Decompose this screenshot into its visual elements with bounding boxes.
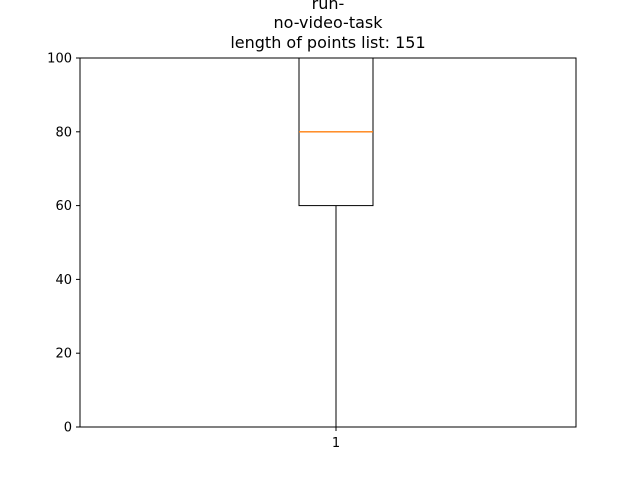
chart-title-line-3: length of points list: 151 [230,33,425,52]
y-tick-label: 20 [55,347,72,362]
y-tick-label: 0 [64,421,72,436]
y-tick-label: 100 [47,52,72,67]
y-axis: 0 20 40 60 80 100 [47,52,80,436]
x-axis: 1 [332,427,340,451]
y-tick-label: 40 [55,273,72,288]
x-tick-label: 1 [332,436,340,451]
chart-title-line-1: run- [312,0,345,13]
plot-frame [79,57,577,428]
y-tick-label: 80 [55,125,72,140]
y-tick-label: 60 [55,199,72,214]
plot-marks [298,57,374,428]
chart-title-line-2: no-video-task [273,13,383,32]
